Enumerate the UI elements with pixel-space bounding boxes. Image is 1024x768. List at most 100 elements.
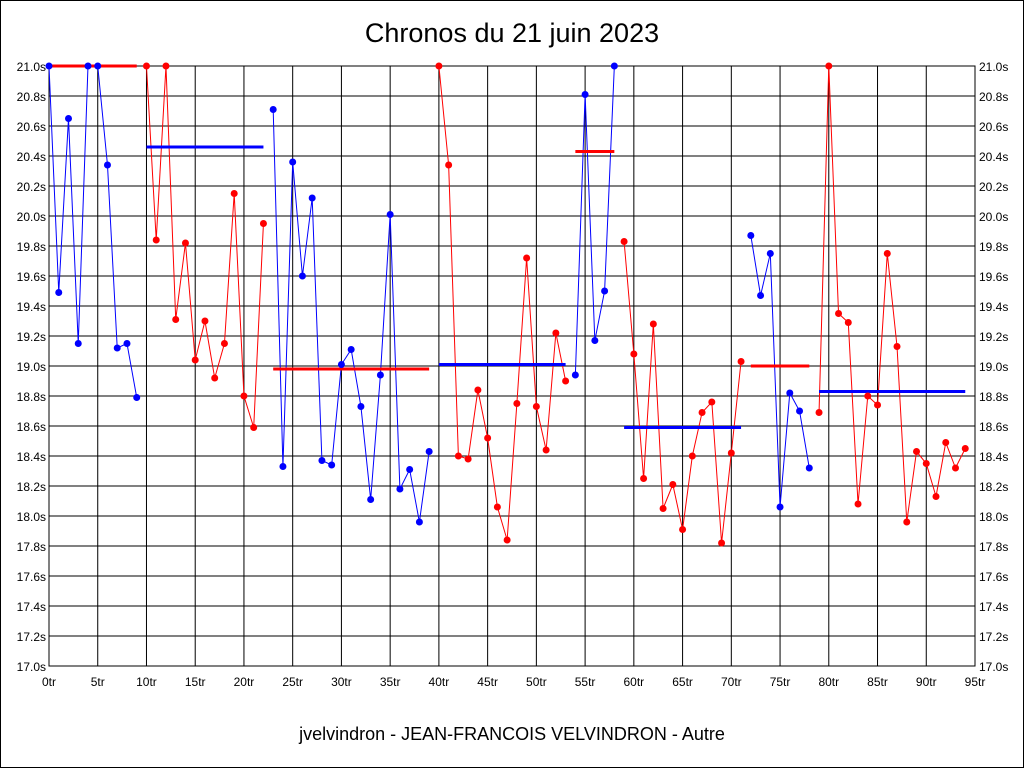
- data-point: [142, 62, 150, 70]
- y-tick-label-left: 17.6s: [17, 570, 46, 584]
- chart-subtitle: jvelvindron - JEAN-FRANCOIS VELVINDRON -…: [299, 724, 725, 744]
- data-point: [328, 461, 336, 469]
- y-tick-label-right: 17.0s: [979, 660, 1008, 674]
- y-tick-label-left: 17.8s: [17, 540, 46, 554]
- data-point: [640, 475, 648, 482]
- x-tick-label: 15tr: [185, 675, 206, 689]
- data-point: [688, 452, 696, 460]
- y-tick-label-left: 19.0s: [17, 360, 46, 374]
- x-tick-label: 40tr: [429, 675, 450, 689]
- data-point: [844, 319, 852, 326]
- y-tick-label-left: 18.2s: [17, 480, 46, 494]
- y-tick-label-left: 18.0s: [17, 510, 46, 524]
- x-tick-label: 35tr: [380, 675, 401, 689]
- y-tick-label-right: 19.4s: [979, 300, 1008, 314]
- data-point: [347, 346, 355, 353]
- data-point: [591, 337, 599, 344]
- y-tick-label-right: 20.2s: [979, 180, 1008, 194]
- chart-title: Chronos du 21 juin 2023: [364, 18, 660, 48]
- data-point: [523, 254, 531, 262]
- y-tick-label-right: 18.4s: [979, 450, 1008, 464]
- data-point: [698, 409, 706, 416]
- data-point: [610, 62, 618, 70]
- data-point: [357, 403, 365, 410]
- data-point: [445, 161, 453, 169]
- data-point: [601, 287, 609, 295]
- x-tick-label: 50tr: [526, 675, 547, 689]
- y-tick-label-left: 20.2s: [17, 180, 46, 194]
- data-point: [45, 62, 53, 70]
- y-tick-label-right: 17.8s: [979, 540, 1008, 554]
- y-tick-label-left: 20.0s: [17, 210, 46, 224]
- x-tick-label: 45tr: [477, 675, 498, 689]
- y-tick-label-right: 18.8s: [979, 390, 1008, 404]
- y-tick-label-left: 17.2s: [17, 630, 46, 644]
- data-point: [269, 106, 277, 113]
- data-point: [649, 320, 657, 328]
- y-tick-label-right: 19.6s: [979, 270, 1008, 284]
- data-point: [474, 386, 482, 394]
- data-point: [864, 392, 872, 400]
- x-tick-label: 85tr: [867, 675, 888, 689]
- data-point: [289, 158, 297, 166]
- y-tick-label-left: 19.6s: [17, 270, 46, 284]
- data-point: [162, 62, 170, 70]
- data-point: [747, 232, 755, 239]
- y-tick-label-left: 20.4s: [17, 150, 46, 164]
- y-tick-label-right: 20.8s: [979, 90, 1008, 104]
- data-point: [337, 361, 345, 368]
- y-tick-label-left: 19.2s: [17, 330, 46, 344]
- x-tick-label: 5tr: [91, 675, 105, 689]
- data-point: [542, 446, 550, 454]
- data-point: [74, 340, 82, 347]
- y-tick-label-left: 21.0s: [17, 60, 46, 74]
- y-tick-label-right: 19.8s: [979, 240, 1008, 254]
- x-tick-label: 55tr: [575, 675, 596, 689]
- data-point: [376, 371, 384, 379]
- data-point: [201, 317, 209, 325]
- data-point: [893, 343, 901, 350]
- data-point: [211, 374, 219, 382]
- y-tick-label-right: 20.4s: [979, 150, 1008, 164]
- x-tick-label: 10tr: [136, 675, 157, 689]
- x-tick-label: 65tr: [672, 675, 693, 689]
- y-tick-label-left: 17.4s: [17, 600, 46, 614]
- data-point: [659, 505, 667, 512]
- data-point: [94, 62, 102, 70]
- data-point: [727, 449, 735, 457]
- x-tick-label: 60tr: [623, 675, 644, 689]
- data-point: [386, 211, 394, 218]
- data-point: [776, 503, 784, 511]
- data-point: [825, 62, 833, 70]
- data-point: [874, 401, 882, 409]
- data-point: [903, 518, 911, 526]
- x-tick-label: 95tr: [965, 675, 986, 689]
- data-point: [279, 463, 287, 470]
- y-tick-label-right: 20.6s: [979, 120, 1008, 134]
- data-point: [123, 340, 131, 347]
- data-point: [942, 439, 950, 446]
- data-point: [922, 460, 930, 467]
- data-point: [786, 389, 794, 397]
- data-point: [571, 371, 579, 379]
- data-point: [493, 503, 501, 511]
- y-tick-label-right: 18.2s: [979, 480, 1008, 494]
- data-point: [484, 434, 492, 442]
- data-point: [298, 272, 306, 280]
- y-tick-label-left: 18.6s: [17, 420, 46, 434]
- y-tick-label-right: 21.0s: [979, 60, 1008, 74]
- data-point: [318, 457, 326, 464]
- data-point: [815, 409, 823, 416]
- data-point: [396, 485, 404, 493]
- x-tick-label: 30tr: [331, 675, 352, 689]
- x-tick-label: 20tr: [234, 675, 255, 689]
- data-point: [952, 464, 960, 472]
- x-tick-label: 75tr: [770, 675, 791, 689]
- data-point: [854, 500, 862, 508]
- data-point: [84, 62, 92, 70]
- x-tick-label: 80tr: [818, 675, 839, 689]
- data-point: [883, 250, 891, 257]
- y-tick-label-left: 17.0s: [17, 660, 46, 674]
- data-point: [103, 161, 111, 169]
